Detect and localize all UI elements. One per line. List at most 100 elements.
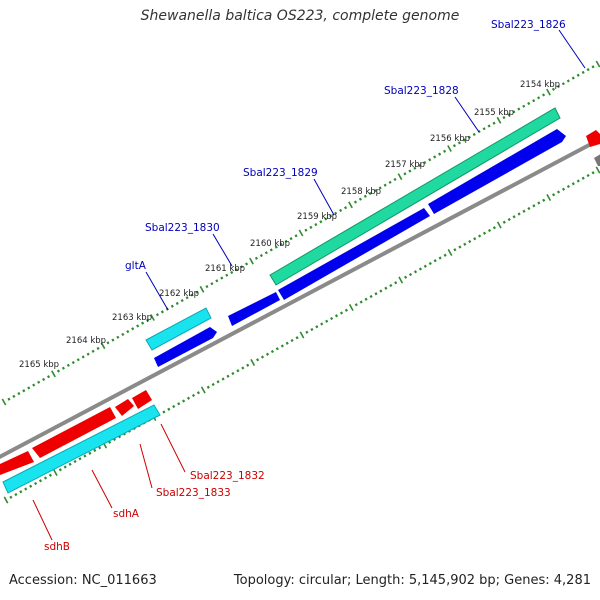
- minor-tick: [91, 349, 95, 353]
- leader-sbal223-1828: [454, 96, 480, 133]
- minor-tick: [196, 391, 200, 395]
- minor-tick: [438, 152, 442, 156]
- minor-tick: [576, 73, 580, 77]
- minor-tick: [522, 209, 526, 213]
- minor-tick: [463, 242, 467, 246]
- minor-tick: [591, 171, 595, 175]
- label-sbal223-1829[interactable]: Sbal223_1829: [243, 167, 318, 179]
- gene-sdh-operon[interactable]: [2, 404, 161, 494]
- minor-tick: [433, 259, 437, 263]
- kbp-label: 2160 kbp: [250, 239, 290, 249]
- leader-sdhB: [32, 499, 53, 541]
- minor-tick: [78, 457, 82, 461]
- minor-tick: [462, 138, 466, 142]
- minor-tick: [472, 132, 476, 137]
- kbp-label: 2163 kbp: [112, 313, 152, 323]
- cds-sbal223-1833[interactable]: [115, 399, 134, 416]
- minor-tick: [43, 476, 48, 480]
- minor-tick: [542, 198, 546, 202]
- minor-tick: [260, 355, 265, 359]
- kbp-label: 2159 kbp: [297, 212, 337, 222]
- minor-tick: [329, 214, 333, 218]
- minor-tick: [226, 374, 230, 378]
- genome-backbone: [0, 137, 600, 459]
- cds-sdhB[interactable]: [0, 451, 34, 475]
- minor-tick: [275, 347, 279, 351]
- minor-tick: [190, 293, 194, 297]
- minor-tick: [320, 322, 324, 326]
- cds-sdhA[interactable]: [32, 407, 116, 458]
- minor-tick: [418, 163, 422, 167]
- minor-tick: [482, 127, 486, 131]
- minor-tick: [537, 201, 541, 205]
- minor-tick: [383, 183, 387, 187]
- kbp-label: 2154 kbp: [520, 80, 560, 90]
- minor-tick: [404, 275, 408, 279]
- minor-tick: [121, 332, 125, 336]
- minor-tick: [368, 191, 372, 196]
- minor-tick: [116, 335, 120, 339]
- minor-tick: [458, 245, 462, 249]
- minor-tick: [246, 363, 250, 367]
- minor-tick: [310, 327, 314, 332]
- minor-tick: [215, 279, 219, 283]
- minor-tick: [220, 276, 224, 280]
- major-tick: [447, 145, 452, 152]
- minor-tick: [259, 253, 263, 258]
- gene-sbal223-1828[interactable]: [269, 107, 561, 286]
- minor-tick: [111, 338, 115, 342]
- label-gltA[interactable]: gltA: [125, 260, 147, 272]
- minor-tick: [394, 281, 398, 285]
- minor-tick: [492, 226, 496, 230]
- minor-tick: [319, 220, 323, 224]
- minor-tick: [225, 273, 229, 277]
- major-tick: [250, 359, 256, 366]
- minor-tick: [324, 217, 328, 221]
- minor-tick: [566, 184, 570, 189]
- major-tick: [199, 285, 205, 293]
- minor-tick: [453, 248, 457, 252]
- minor-tick: [309, 225, 313, 229]
- cds-sbal223-1828[interactable]: [428, 129, 566, 214]
- label-sbal223-1832[interactable]: Sbal223_1832: [190, 470, 265, 482]
- minor-tick: [339, 208, 343, 213]
- cds-sbal223-1830[interactable]: [228, 292, 280, 326]
- minor-tick: [581, 70, 585, 75]
- minor-tick: [290, 338, 294, 343]
- cds-sbal223-1832[interactable]: [132, 390, 152, 409]
- minor-tick: [542, 93, 546, 97]
- minor-tick: [581, 176, 585, 180]
- minor-tick: [512, 110, 516, 114]
- minor-tick: [37, 380, 41, 384]
- minor-tick: [556, 190, 561, 194]
- cds-sbal223-1829[interactable]: [278, 208, 430, 300]
- label-sbal223-1830[interactable]: Sbal223_1830: [145, 222, 220, 234]
- minor-tick: [378, 186, 382, 190]
- label-sbal223-1833[interactable]: Sbal223_1833: [156, 487, 231, 499]
- kbp-label: 2162 kbp: [159, 289, 199, 299]
- label-sdhB[interactable]: sdhB: [44, 541, 70, 553]
- minor-tick: [304, 228, 308, 232]
- minor-tick: [167, 407, 171, 411]
- minor-tick: [527, 206, 531, 211]
- label-sbal223-1826[interactable]: Sbal223_1826: [491, 19, 566, 31]
- minor-tick: [428, 158, 432, 162]
- minor-tick: [210, 282, 214, 286]
- minor-tick: [532, 99, 536, 103]
- label-sbal223-1828[interactable]: Sbal223_1828: [384, 85, 459, 97]
- gene-gltA[interactable]: [145, 307, 212, 351]
- red-fragment-right[interactable]: [586, 130, 600, 147]
- major-tick: [595, 166, 600, 174]
- minor-tick: [32, 383, 36, 387]
- minor-tick: [34, 481, 38, 486]
- minor-tick: [73, 459, 77, 464]
- minor-tick: [195, 290, 199, 294]
- minor-tick: [423, 160, 427, 165]
- leader-gltA: [145, 271, 169, 311]
- major-tick: [398, 276, 404, 284]
- cds-gltA[interactable]: [154, 327, 217, 367]
- minor-tick: [9, 495, 13, 499]
- minor-tick: [191, 393, 196, 398]
- label-sdhA[interactable]: sdhA: [113, 508, 140, 520]
- minor-tick: [42, 377, 46, 382]
